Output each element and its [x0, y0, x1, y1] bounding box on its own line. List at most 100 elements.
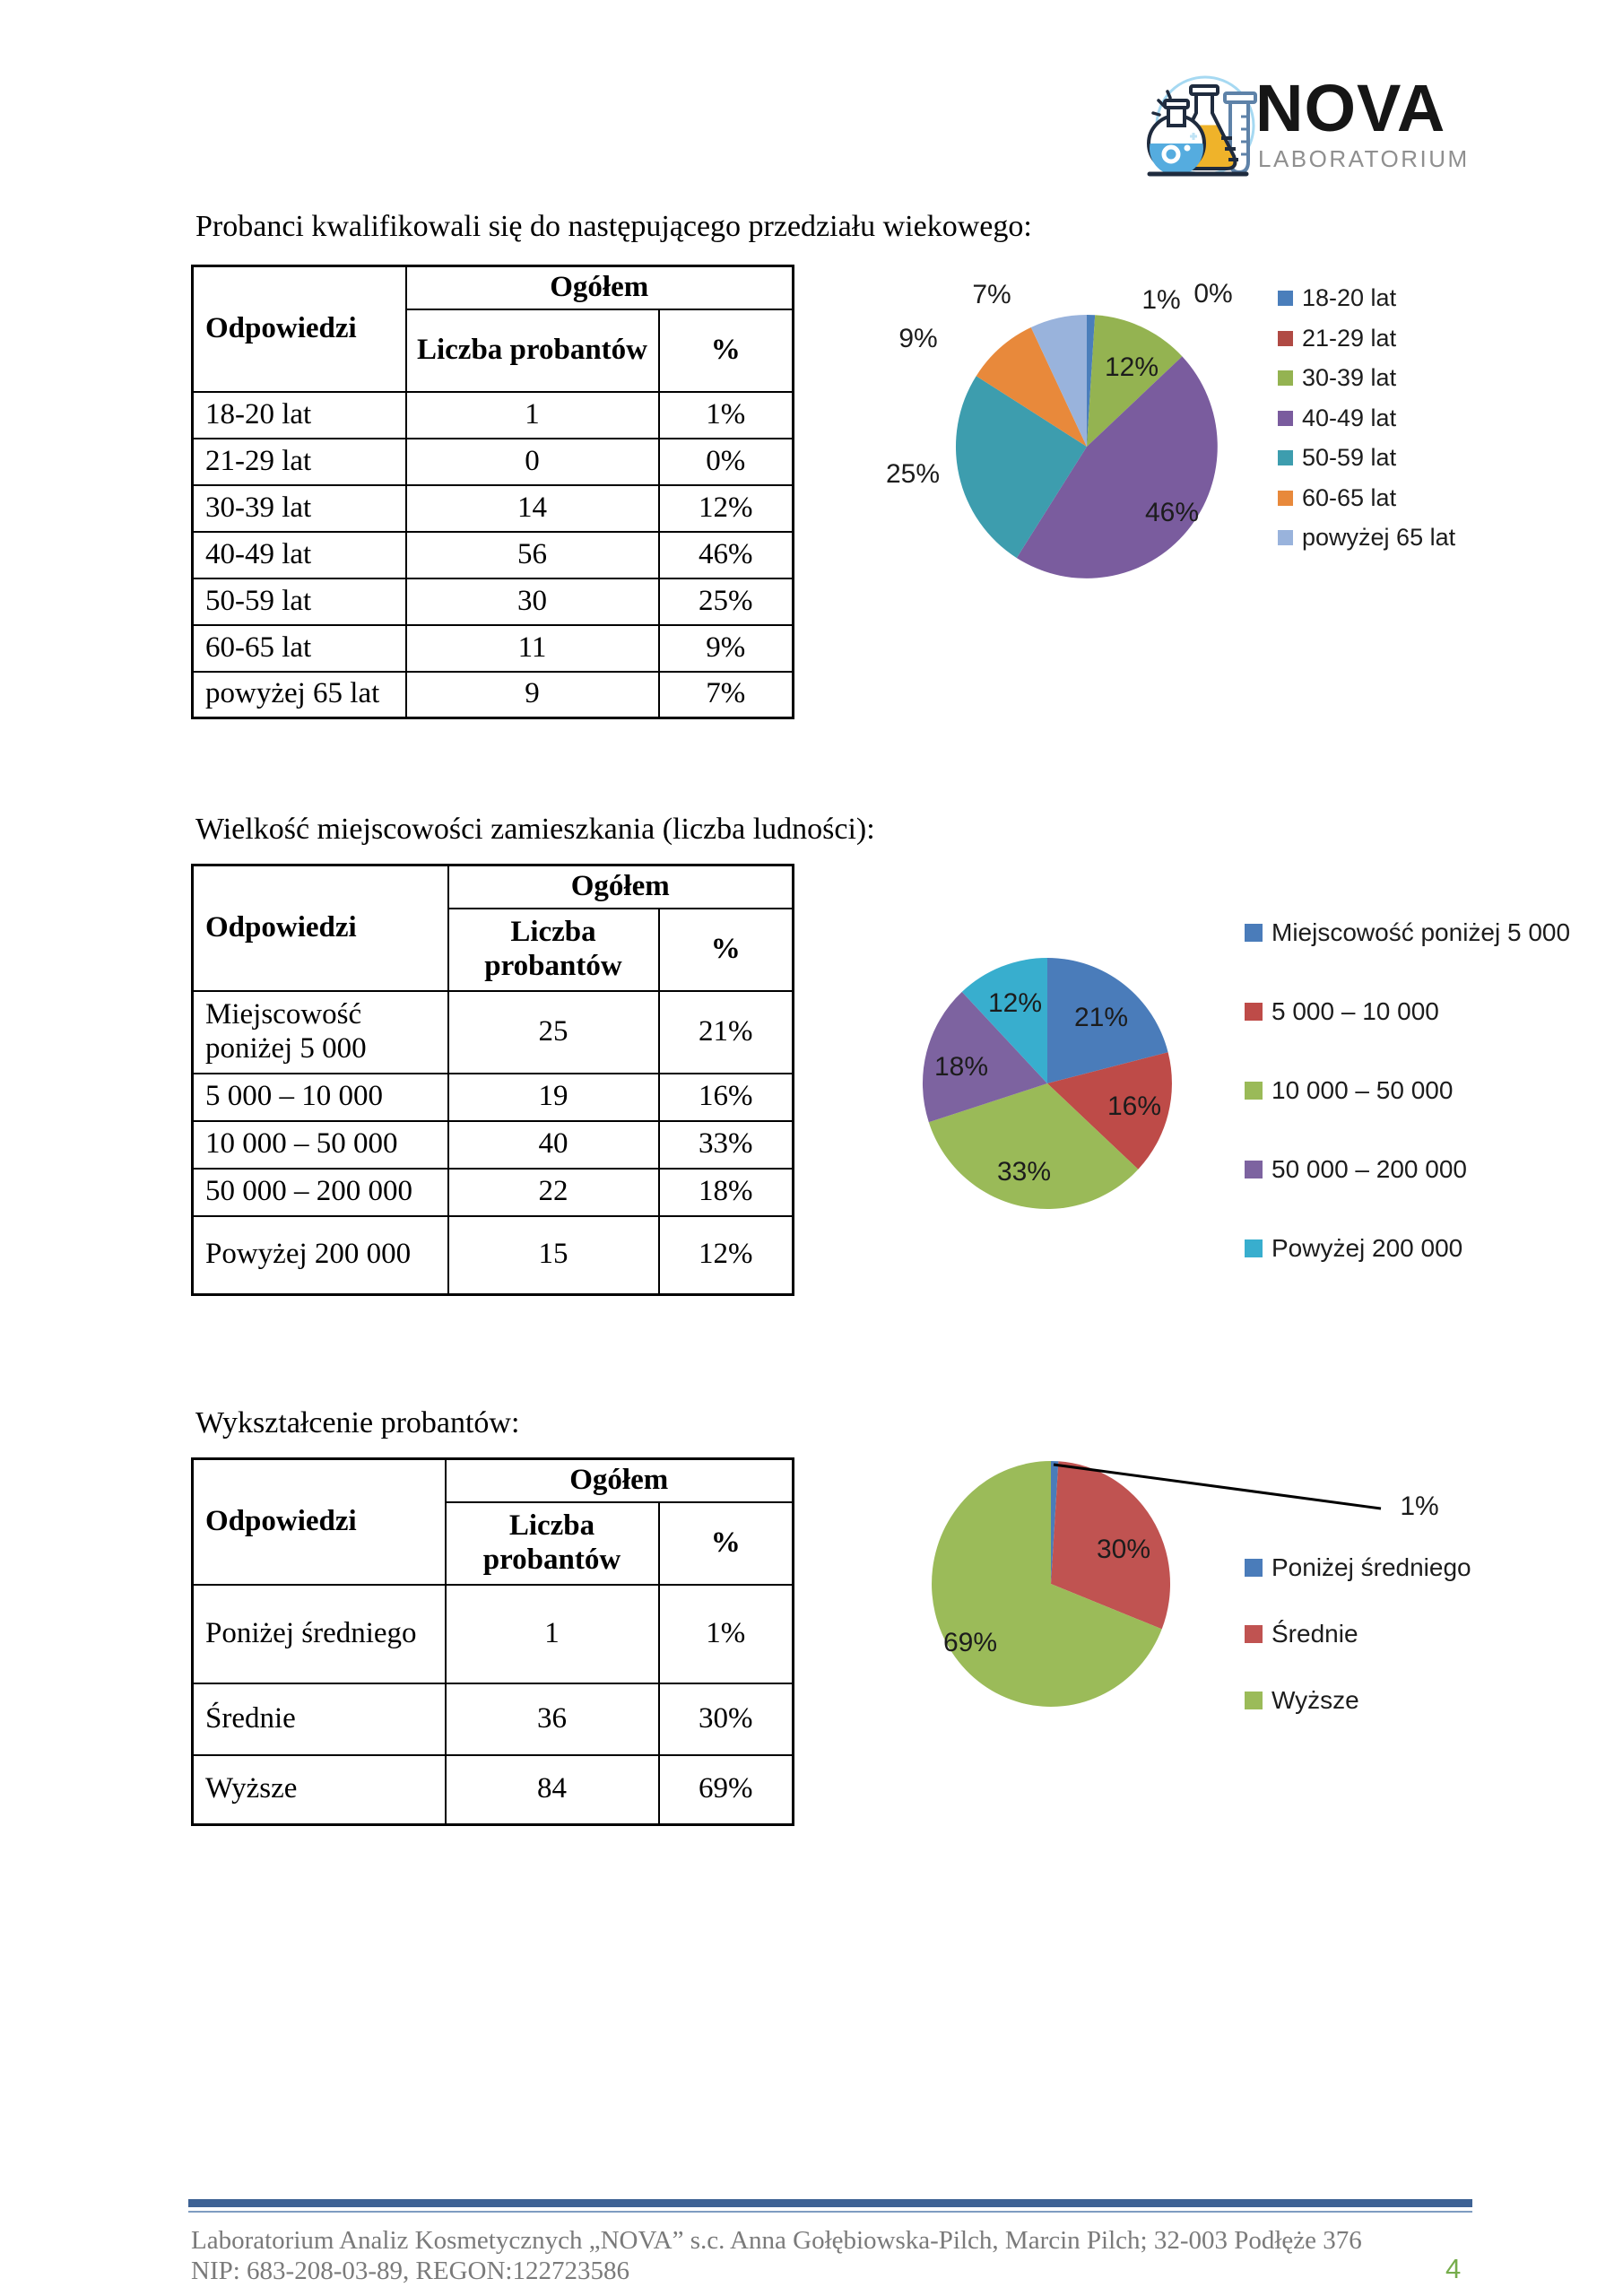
table-row: Średnie 36 30%	[191, 1682, 794, 1756]
table-header-count: Liczba probantów	[444, 1500, 660, 1586]
pie-slice	[1047, 958, 1168, 1083]
logo-subtitle: LABORATORIUM	[1258, 145, 1470, 172]
table-header-pct: %	[657, 907, 794, 992]
legend-item: Powyżej 200 000	[1245, 1232, 1462, 1265]
table-header-pct: %	[657, 308, 794, 393]
table-header-pct: %	[657, 1500, 794, 1586]
pie-data-label: 16%	[1107, 1091, 1161, 1121]
label-leader-line	[1053, 1463, 1382, 1510]
table-header-total: Ogółem	[447, 864, 794, 909]
pie-data-label: 1%	[1141, 285, 1180, 315]
pie-data-label: 12%	[1105, 352, 1159, 382]
table-header-answers: Odpowiedzi	[191, 265, 407, 393]
legend-item: Miejscowość poniżej 5 000	[1245, 917, 1570, 949]
legend-item: powyżej 65 lat	[1278, 522, 1455, 552]
pie-data-label: 25%	[886, 459, 940, 489]
legend-item: 50 000 – 200 000	[1245, 1153, 1467, 1186]
legend-label: Miejscowość poniżej 5 000	[1271, 918, 1571, 946]
pie-slice	[1016, 356, 1218, 578]
pie-slice	[1030, 315, 1087, 447]
table-row: 60-65 lat 11 9%	[191, 623, 794, 673]
table-row: 5 000 – 10 000 19 16%	[191, 1072, 794, 1122]
table-row: Wyższe 84 69%	[191, 1753, 794, 1826]
footer-nip-regon-line: NIP: 683-208-03-89, REGON:122723586	[191, 2257, 629, 2285]
table-row: 21-29 lat 0 0%	[191, 437, 794, 486]
legend-swatch	[1245, 1239, 1263, 1257]
pie-slice	[1087, 315, 1183, 447]
legend-item: 5 000 – 10 000	[1245, 996, 1439, 1028]
education-table: Odpowiedzi Ogółem Liczba probantów % Pon…	[191, 1457, 794, 1826]
table-row: 50 000 – 200 000 22 18%	[191, 1167, 794, 1217]
town-size-table: Odpowiedzi Ogółem Liczba probantów % Mie…	[191, 864, 794, 1296]
pie-slice	[932, 1461, 1162, 1707]
age-pie-chart: 1% 0% 12% 46% 25% 9% 7%	[886, 279, 1233, 578]
pie-slice	[1051, 1461, 1059, 1584]
pie-slice	[922, 991, 1047, 1123]
education-pie-chart: 1% 30% 69%	[932, 1461, 1439, 1707]
table-row: Powyżej 200 000 15 12%	[191, 1214, 794, 1296]
pie-data-label: 69%	[943, 1628, 997, 1657]
legend-swatch	[1278, 290, 1293, 306]
town-size-pie-chart: 21% 16% 33% 18% 12%	[922, 958, 1172, 1209]
pie-slice	[928, 1083, 1139, 1209]
section-title-age: Probanci kwalifikowali się do następując…	[195, 210, 1032, 243]
footer-divider	[188, 2199, 1472, 2213]
pie-data-label: 7%	[972, 280, 1011, 309]
legend-item: 10 000 – 50 000	[1245, 1074, 1453, 1107]
age-table: Odpowiedzi Ogółem Liczba probantów % 18-…	[191, 265, 794, 719]
legend-label: 5 000 – 10 000	[1271, 997, 1439, 1025]
legend-swatch	[1245, 1692, 1263, 1709]
legend-label: 21-29 lat	[1302, 324, 1397, 352]
legend-swatch	[1245, 1625, 1263, 1643]
legend-item: Średnie	[1245, 1618, 1358, 1650]
table-header-count: Liczba probantów	[447, 907, 660, 992]
table-row: 50-59 lat 30 25%	[191, 577, 794, 626]
pie-slice	[961, 958, 1047, 1083]
pie-data-label: 0%	[1193, 279, 1232, 309]
legend-swatch	[1278, 410, 1293, 426]
pie-data-label: 12%	[988, 988, 1042, 1018]
pie-data-label: 30%	[1097, 1535, 1150, 1564]
legend-label: Poniżej średniego	[1271, 1553, 1471, 1581]
logo: NOVA LABORATORIUM	[1146, 63, 1480, 181]
legend-label: Wyższe	[1271, 1686, 1359, 1714]
legend-item: 18-20 lat	[1278, 283, 1396, 313]
legend-swatch	[1245, 924, 1263, 942]
legend-label: powyżej 65 lat	[1302, 523, 1456, 551]
legend-item: Poniżej średniego	[1245, 1552, 1471, 1584]
legend-swatch	[1245, 1161, 1263, 1178]
table-row: 40-49 lat 56 46%	[191, 530, 794, 579]
legend-swatch	[1278, 529, 1293, 545]
table-header-answers: Odpowiedzi	[191, 864, 449, 992]
legend-item: 30-39 lat	[1278, 362, 1396, 393]
legend-label: 60-65 lat	[1302, 483, 1397, 511]
legend-swatch	[1278, 330, 1293, 346]
legend-item: 50-59 lat	[1278, 442, 1396, 473]
legend-swatch	[1245, 1082, 1263, 1100]
legend-label: 40-49 lat	[1302, 404, 1397, 431]
legend-swatch	[1245, 1003, 1263, 1021]
logo-name: NOVA	[1255, 71, 1446, 145]
legend-label: 50 000 – 200 000	[1271, 1155, 1467, 1183]
table-header-total: Ogółem	[404, 265, 794, 310]
pie-slice	[1051, 1461, 1171, 1630]
legend-label: Średnie	[1271, 1620, 1358, 1648]
legend-swatch	[1278, 490, 1293, 506]
legend-label: 50-59 lat	[1302, 443, 1397, 471]
pie-slice	[955, 376, 1087, 559]
legend-label: 18-20 lat	[1302, 283, 1397, 311]
section-title-town-size: Wielkość miejscowości zamieszkania (licz…	[195, 813, 875, 846]
pie-data-label: 46%	[1145, 498, 1199, 527]
table-row: 10 000 – 50 000 40 33%	[191, 1119, 794, 1170]
page-number: 4	[1445, 2253, 1462, 2284]
pie-data-label: 9%	[898, 324, 937, 353]
table-header-count: Liczba probantów	[404, 308, 660, 393]
table-row: Miejscowość poniżej 5 000 25 21%	[191, 989, 794, 1074]
section-title-education: Wykształcenie probantów:	[195, 1406, 520, 1439]
lab-flasks-icon	[1147, 75, 1257, 177]
table-row: 18-20 lat 1 1%	[191, 390, 794, 439]
legend-label: 30-39 lat	[1302, 363, 1397, 391]
pie-slice	[1047, 1052, 1172, 1170]
legend-item: 60-65 lat	[1278, 483, 1396, 513]
